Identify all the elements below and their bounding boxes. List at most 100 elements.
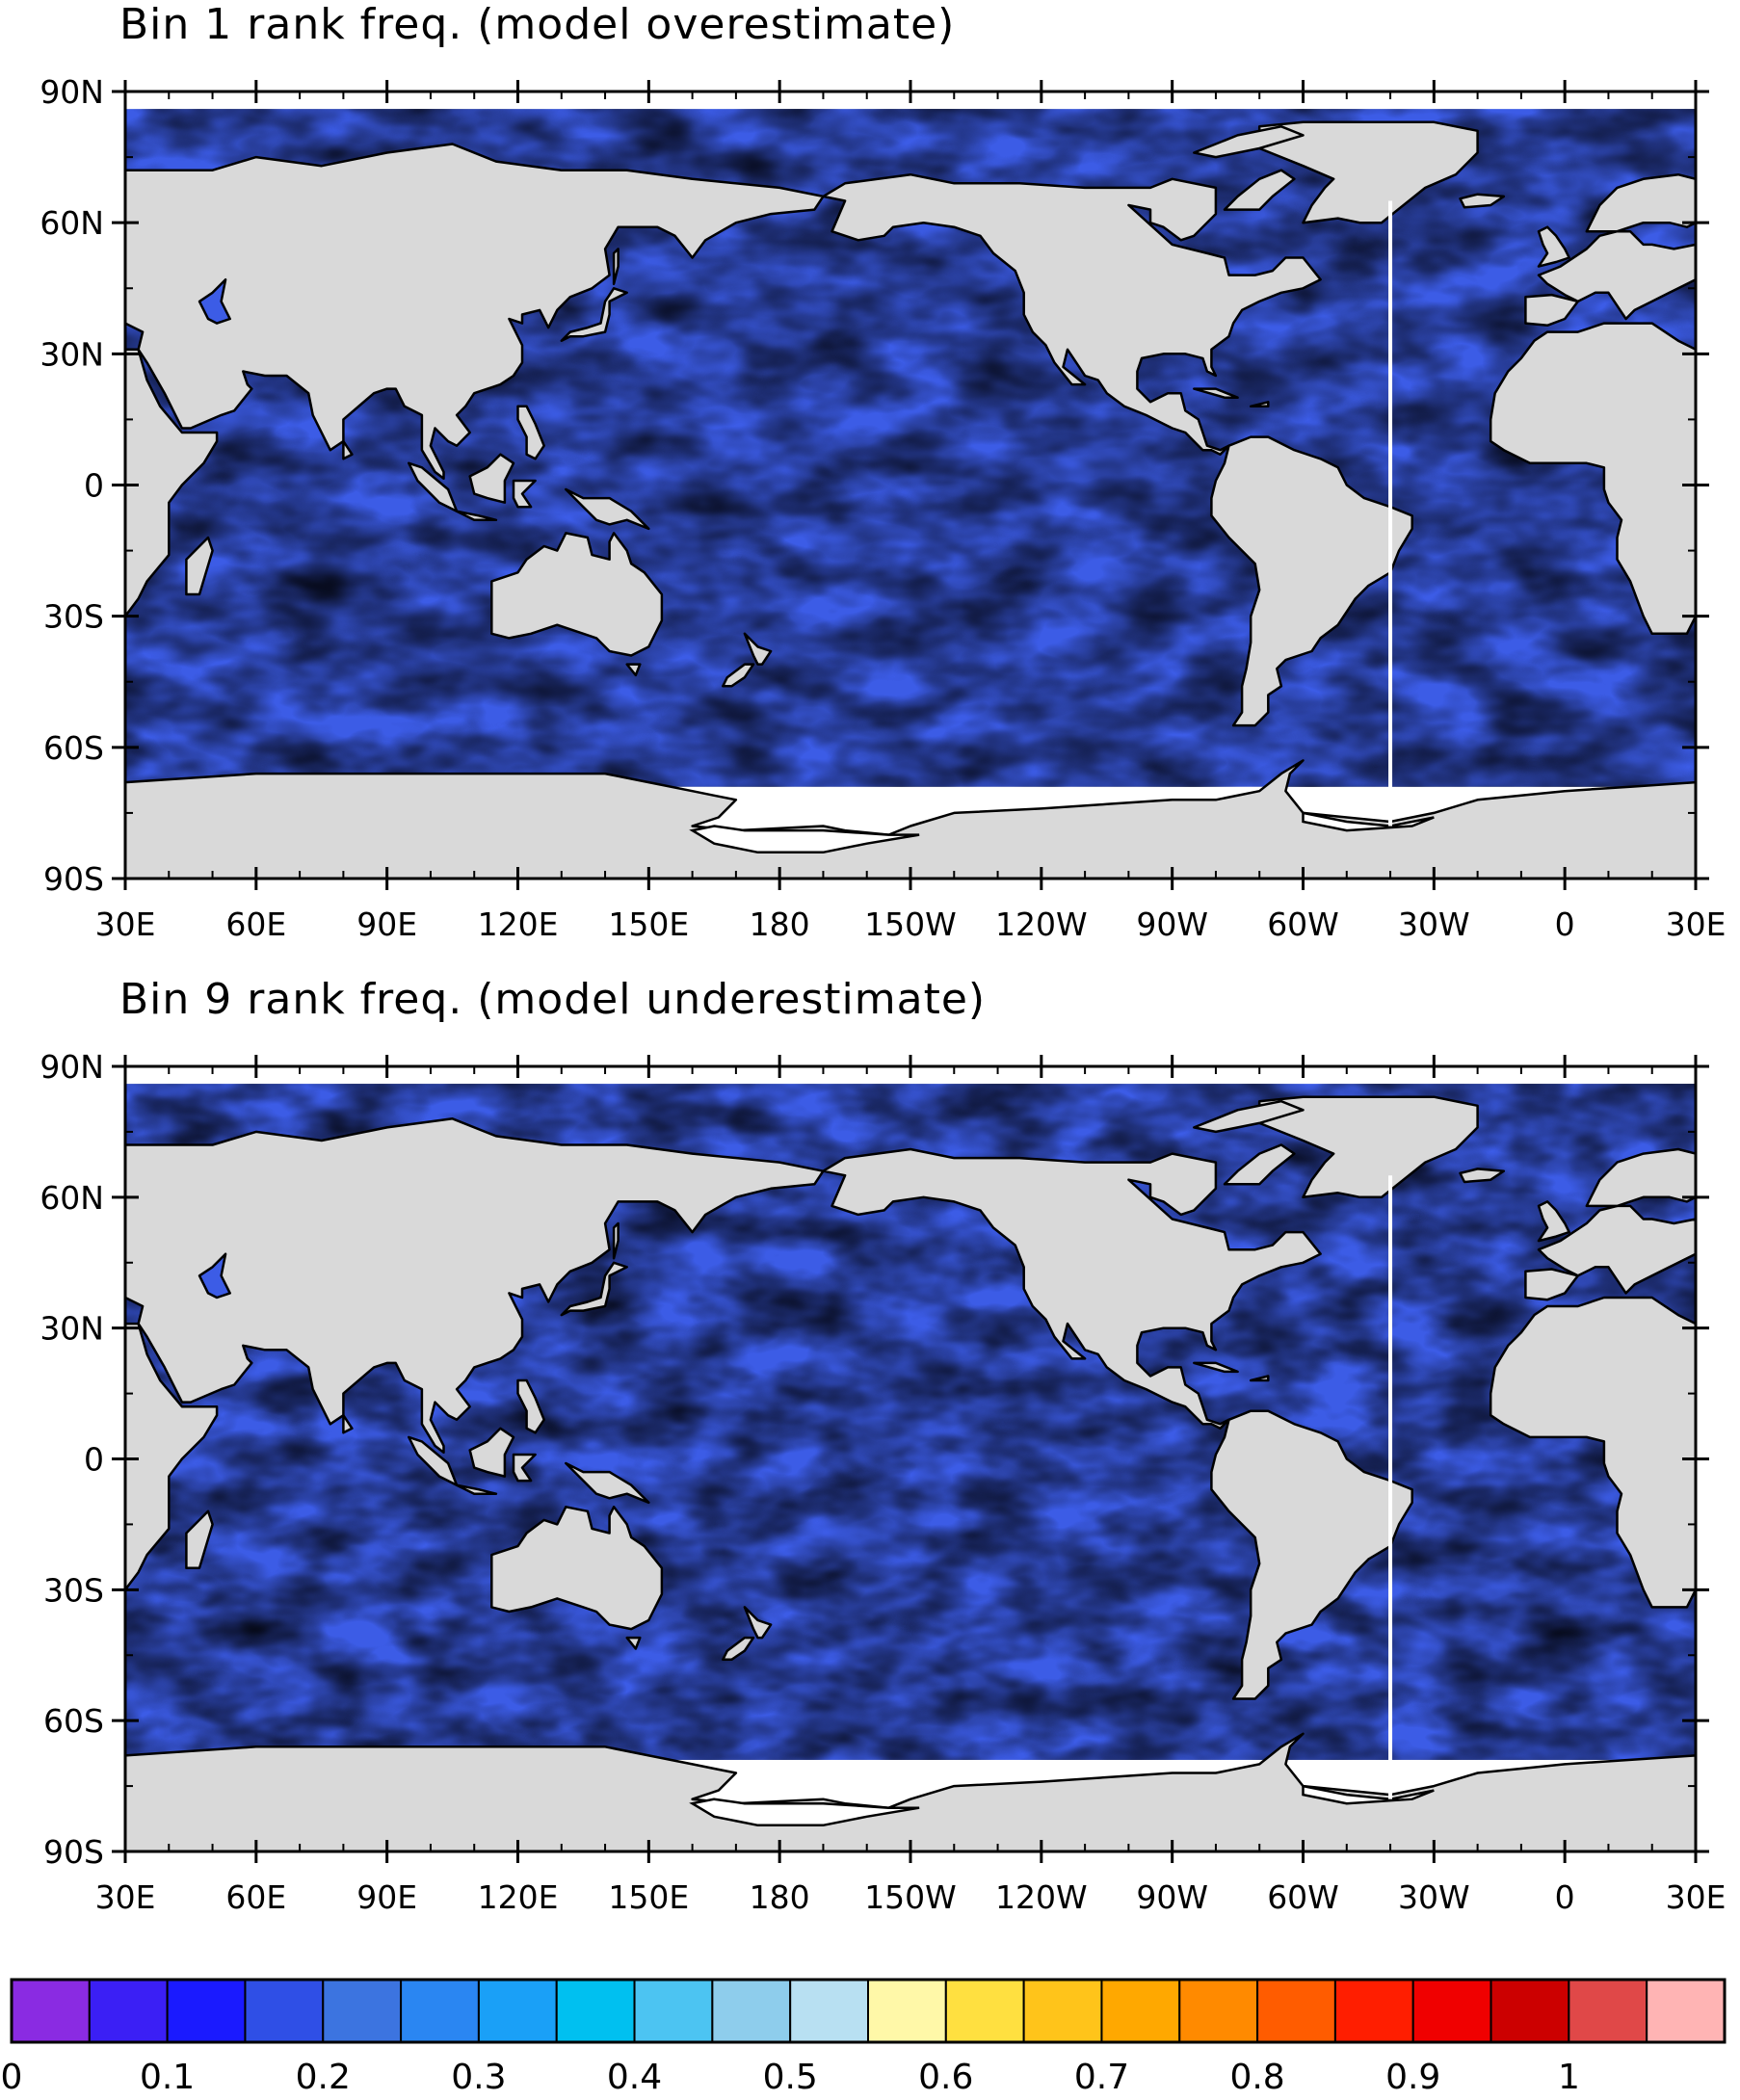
lat-label: 90S: [43, 860, 104, 898]
lon-label: 30W: [1398, 1878, 1470, 1916]
land-sulawesi: [512, 1453, 537, 1483]
colorbar-swatch: [477, 1979, 558, 2043]
lon-label: 60E: [225, 1878, 286, 1916]
land-hispaniola: [1249, 1375, 1270, 1382]
land-greenland: [1257, 120, 1479, 224]
land-baffin: [1223, 169, 1296, 211]
land-sakhalin: [612, 248, 620, 285]
land-new-guinea: [565, 1461, 650, 1505]
colorbar-swatch: [166, 1979, 247, 2043]
land-nz-south: [722, 663, 755, 688]
colorbar-swatch: [555, 1979, 636, 2043]
lat-label: 30S: [43, 1571, 104, 1609]
land-borneo: [468, 1427, 515, 1478]
colorbar-label: 0.5: [763, 2058, 818, 2097]
colorbar-border: [10, 1978, 1727, 2044]
land-borneo: [468, 453, 515, 504]
lon-label: 0: [1555, 906, 1575, 943]
lat-label: 90S: [43, 1833, 104, 1871]
land-iceland: [1459, 193, 1506, 209]
land-nz-north: [743, 632, 773, 666]
lat-label: 0: [84, 1441, 104, 1479]
colorbar-swatch: [400, 1979, 480, 2043]
colorbar-label: 0.8: [1229, 2058, 1284, 2097]
ice-shelf: [689, 1798, 920, 1827]
colorbar-label: 0.1: [140, 2058, 195, 2097]
land-hispaniola: [1249, 401, 1270, 408]
lon-label: 150E: [608, 1878, 689, 1916]
colorbar-swatch: [1100, 1979, 1181, 2043]
land-caspian: [198, 1252, 231, 1299]
land-africa-west: [1489, 322, 1698, 636]
land-tasmania: [625, 1636, 642, 1650]
land-north-america: [822, 172, 1322, 456]
land-caspian: [198, 277, 231, 325]
lat-label: 0: [84, 467, 104, 505]
land-ellesmere: [1193, 1099, 1305, 1134]
land-africa: [123, 1322, 219, 1591]
colorbar-swatch: [1490, 1979, 1570, 2043]
lon-label: 150W: [864, 906, 957, 943]
lon-label: 60W: [1267, 906, 1339, 943]
lon-label: 120E: [478, 906, 559, 943]
land-south-america: [1210, 1409, 1413, 1700]
lon-label: 150E: [608, 906, 689, 943]
lon-label: 30E: [95, 906, 156, 943]
land-tasmania: [625, 663, 642, 677]
colorbar-swatch: [1178, 1979, 1259, 2043]
colorbar-swatch: [867, 1979, 947, 2043]
land-south-america: [1210, 435, 1413, 727]
colorbar-swatch: [1411, 1979, 1492, 2043]
lon-label: 90W: [1136, 906, 1208, 943]
land-cuba: [1193, 1361, 1239, 1374]
colorbar: 0 0.1 0.2 0.3 0.4 0.5 0.6 0.7 0.8 0.9 1: [1, 1978, 1727, 2097]
colorbar-swatch: [633, 1979, 714, 2043]
ice-shelf: [1302, 1784, 1435, 1805]
ice-shelf: [1302, 811, 1435, 832]
lat-label: 60N: [40, 204, 104, 242]
land-japan: [560, 287, 628, 342]
land-eurasia: [123, 1117, 825, 1454]
lat-label: 30N: [40, 335, 104, 373]
land-sri-lanka: [342, 439, 354, 460]
land-ellesmere: [1193, 125, 1305, 159]
colorbar-swatch: [1256, 1979, 1336, 2043]
lat-label: 60S: [43, 729, 104, 767]
land-uk: [1537, 225, 1570, 268]
land-baffin: [1223, 1143, 1296, 1186]
lat-label: 30N: [40, 1310, 104, 1348]
land-philippines: [516, 1378, 545, 1434]
land-antarctica: [123, 1732, 1698, 1853]
panel-title: Bin 9 rank freq. (model underestimate): [119, 975, 986, 1024]
panel-title: Bin 1 rank freq. (model overestimate): [119, 0, 955, 49]
colorbar-label: 0.6: [918, 2058, 973, 2097]
land-new-guinea: [565, 487, 650, 531]
lon-label: 30W: [1398, 906, 1470, 943]
lon-label: 90E: [356, 1878, 417, 1916]
land-australia: [490, 1506, 664, 1631]
lon-label: 0: [1555, 1878, 1575, 1916]
lat-label: 60N: [40, 1179, 104, 1217]
land-africa-west: [1489, 1296, 1698, 1609]
colorbar-swatch: [322, 1979, 403, 2043]
land-cuba: [1193, 387, 1239, 399]
land-iceland: [1459, 1168, 1506, 1184]
colorbar-swatch: [244, 1979, 325, 2043]
land-greenland: [1257, 1095, 1479, 1199]
land-madagascar: [185, 1509, 214, 1569]
land-sri-lanka: [342, 1413, 354, 1434]
lon-label: 120E: [478, 1878, 559, 1916]
colorbar-swatch: [1333, 1979, 1414, 2043]
map-panel-bin9: Bin 9 rank freq. (model underestimate) 9…: [40, 975, 1726, 1916]
land-antarctica: [123, 759, 1698, 880]
colorbar-swatch: [88, 1979, 169, 2043]
land-sulawesi: [512, 479, 537, 509]
land-nz-north: [743, 1606, 773, 1640]
land-masses: [123, 1095, 1698, 1853]
lat-label: 90N: [40, 1048, 104, 1086]
colorbar-swatch: [789, 1979, 870, 2043]
land-uk: [1537, 1200, 1570, 1243]
land-africa: [123, 348, 219, 617]
land-java: [455, 1483, 498, 1495]
ice-shelf: [689, 825, 920, 854]
